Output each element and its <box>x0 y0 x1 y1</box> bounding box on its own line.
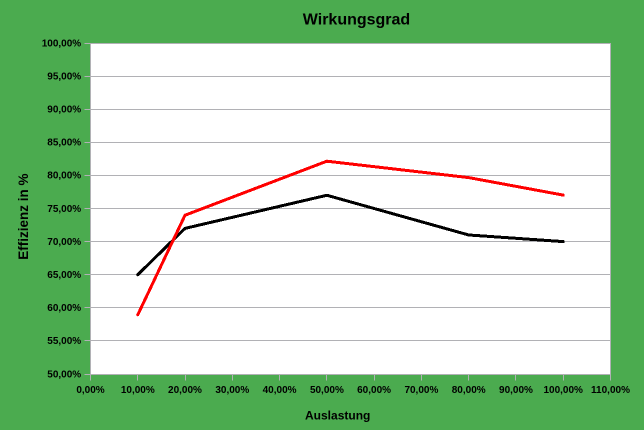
svg-text:40,00%: 40,00% <box>263 385 297 396</box>
svg-text:10,00%: 10,00% <box>121 385 155 396</box>
svg-text:95,00%: 95,00% <box>47 71 81 82</box>
svg-text:0,00%: 0,00% <box>76 385 104 396</box>
svg-text:50,00%: 50,00% <box>47 369 81 380</box>
svg-text:85,00%: 85,00% <box>47 138 81 149</box>
svg-text:30,00%: 30,00% <box>215 385 249 396</box>
svg-text:Wirkungsgrad: Wirkungsgrad <box>303 11 410 28</box>
svg-text:50,00%: 50,00% <box>310 385 344 396</box>
svg-text:75,00%: 75,00% <box>47 204 81 215</box>
svg-text:55,00%: 55,00% <box>47 336 81 347</box>
svg-text:70,00%: 70,00% <box>404 385 438 396</box>
svg-text:90,00%: 90,00% <box>499 385 533 396</box>
svg-text:Auslastung: Auslastung <box>305 408 370 422</box>
svg-text:65,00%: 65,00% <box>47 270 81 281</box>
svg-text:90,00%: 90,00% <box>47 105 81 116</box>
svg-text:100,00%: 100,00% <box>42 38 82 49</box>
svg-text:110,00%: 110,00% <box>591 385 630 396</box>
svg-text:60,00%: 60,00% <box>357 385 391 396</box>
svg-text:70,00%: 70,00% <box>47 237 81 248</box>
svg-text:80,00%: 80,00% <box>47 171 81 182</box>
svg-text:60,00%: 60,00% <box>47 303 81 314</box>
svg-text:Effizienz in %: Effizienz in % <box>16 173 31 259</box>
svg-text:100,00%: 100,00% <box>543 385 583 396</box>
svg-text:20,00%: 20,00% <box>168 385 202 396</box>
svg-text:80,00%: 80,00% <box>452 385 486 396</box>
